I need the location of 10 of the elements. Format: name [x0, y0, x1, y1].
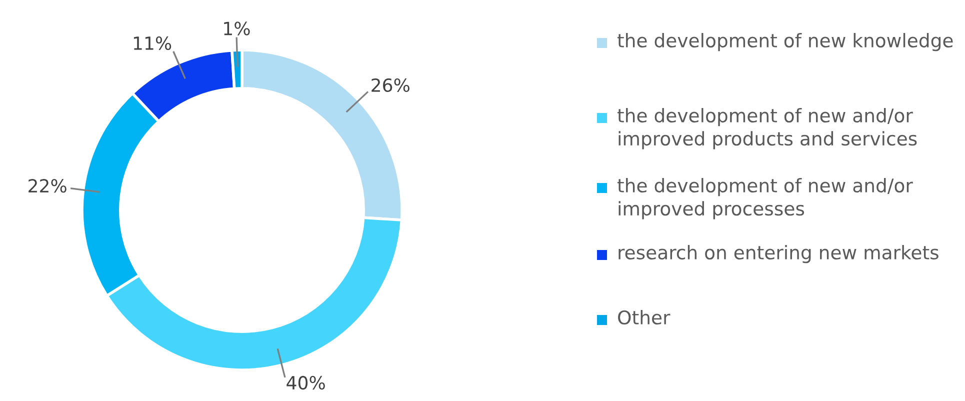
- legend-label: the development of new and/or improved processes: [618, 178, 913, 220]
- data-label: 1%: [224, 22, 250, 36]
- data-label: 26%: [372, 78, 410, 92]
- data-label: 22%: [28, 179, 66, 193]
- legend-label: Other: [618, 310, 670, 325]
- data-label: 40%: [286, 376, 325, 390]
- data-label: 11%: [134, 36, 172, 50]
- legend-label: the development of new knowledge: [618, 33, 953, 52]
- legend-label: the development of new and/or improved products and services: [618, 108, 917, 150]
- legend-label: research on entering new markets: [618, 245, 938, 264]
